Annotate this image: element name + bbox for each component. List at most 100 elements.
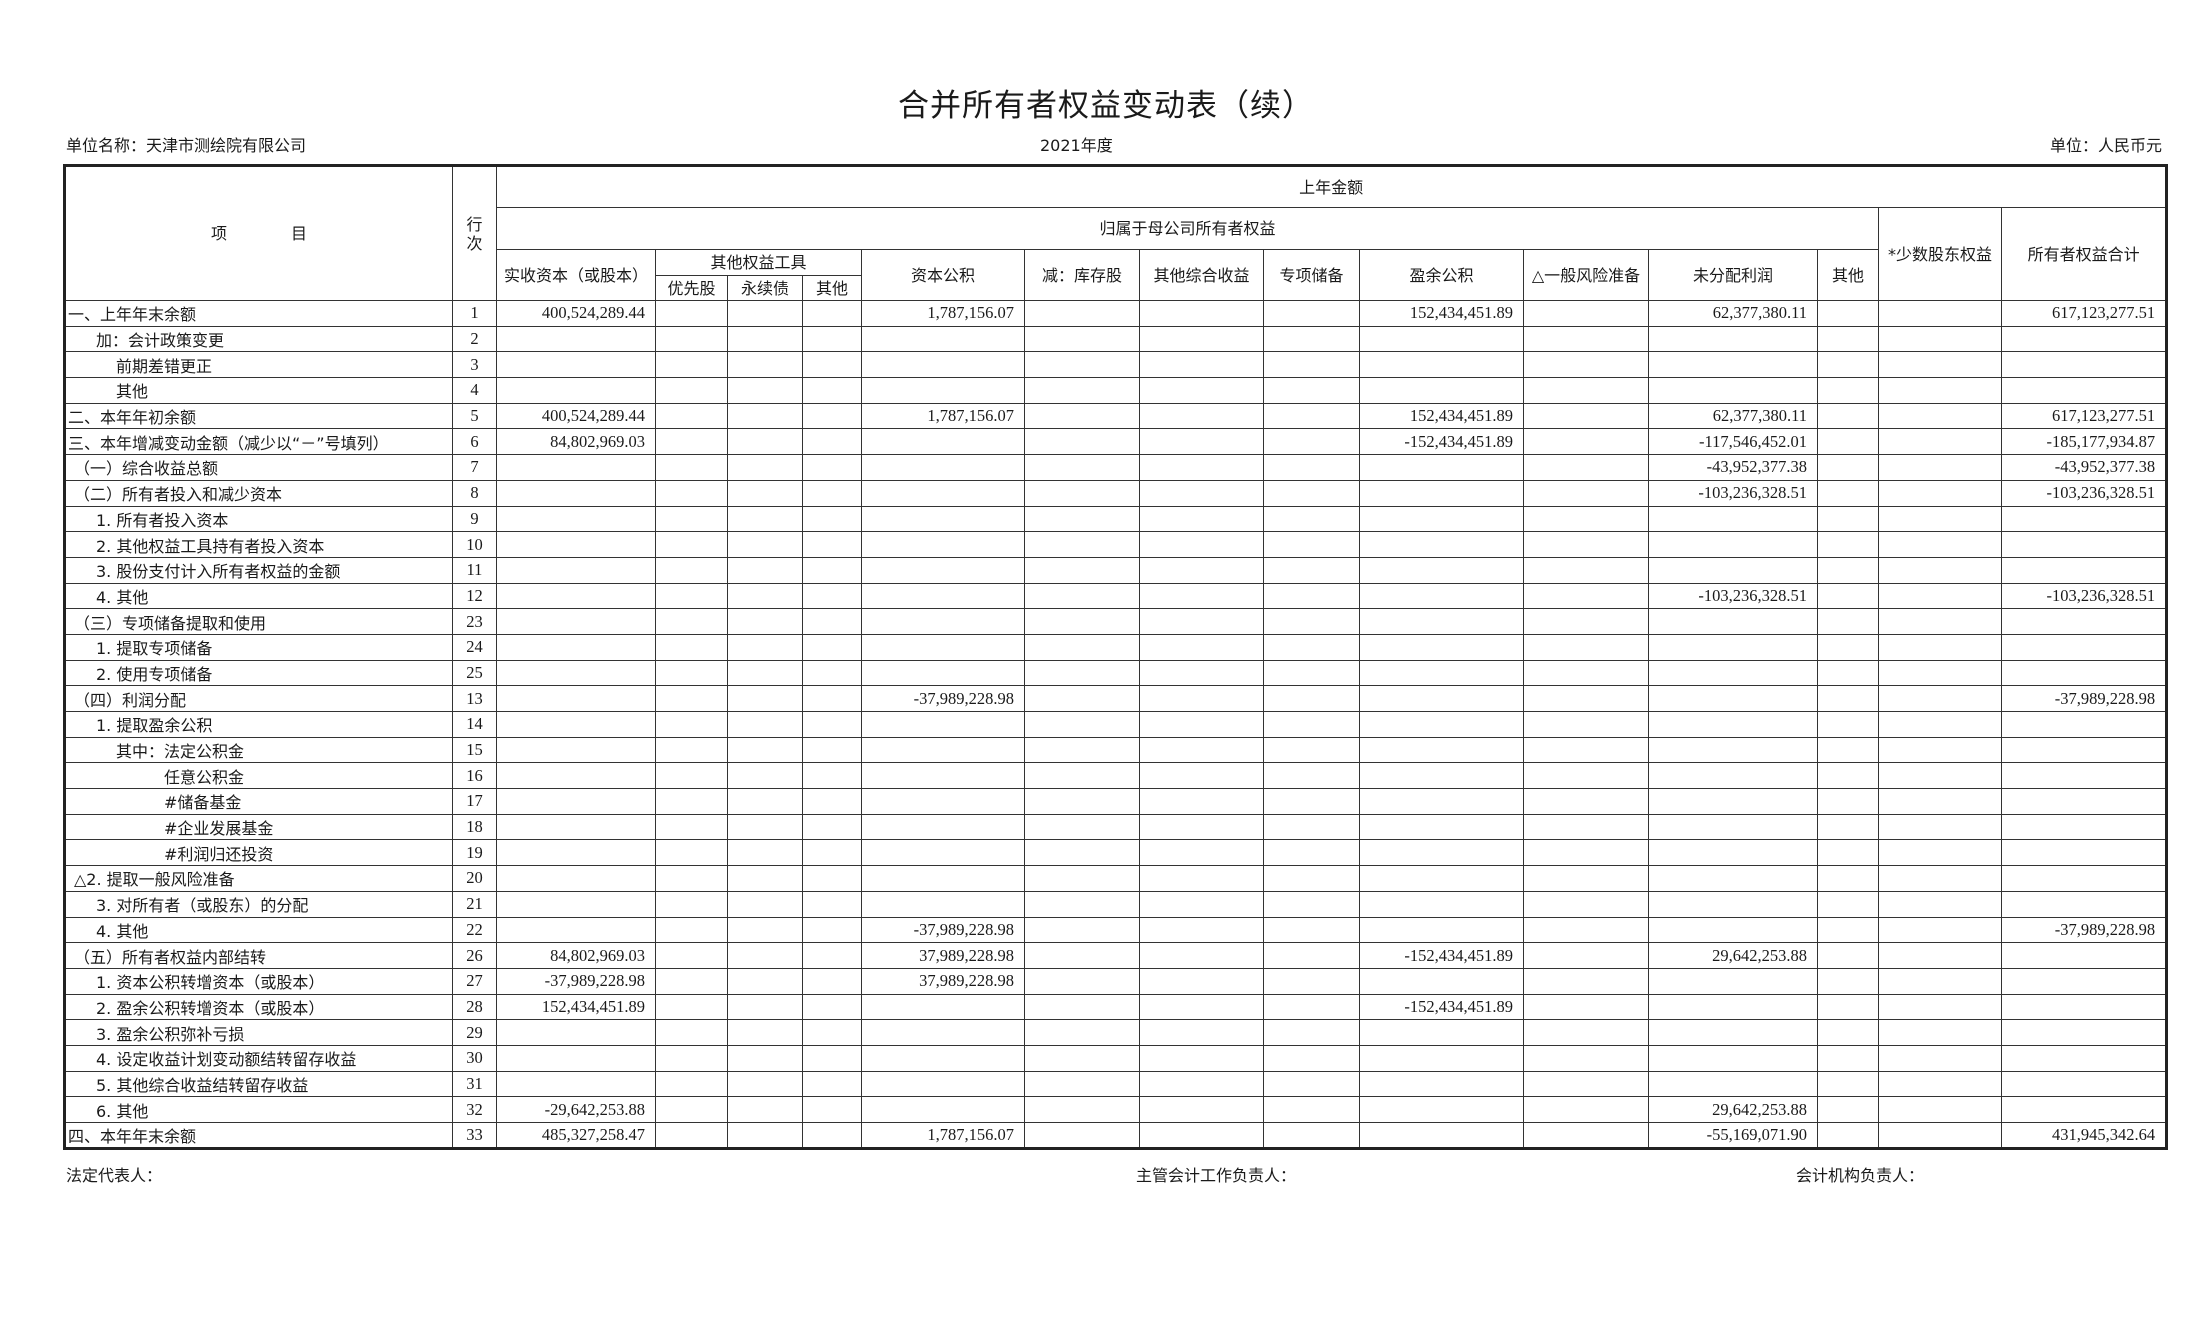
cell-capital-reserve [861,505,1025,533]
cell-capital-reserve [861,1096,1025,1123]
cell-other-inst [802,1070,862,1098]
cell-total [2000,1096,2168,1123]
row-number: 17 [452,788,497,815]
cell-special-reserve [1263,479,1360,507]
cell-perpetual [727,351,803,379]
cell-retained [1648,608,1818,635]
cell-special-reserve [1263,402,1360,430]
cell-other-inst [802,659,862,687]
cell-preferred [655,839,728,867]
row-number: 21 [452,890,497,918]
cell-capital-reserve [861,479,1025,507]
cell-surplus-reserve [1359,1044,1524,1072]
cell-minority [1878,865,2002,892]
cell-general-risk [1523,762,1649,790]
cell-capital-reserve [861,813,1025,841]
cell-surplus-reserve [1359,556,1524,584]
row-number: 10 [452,531,497,558]
header-parent-equity: 归属于母公司所有者权益 [496,207,1879,250]
cell-paid-in [496,1070,656,1098]
cell-treasury [1024,1070,1140,1098]
row-number: 20 [452,865,497,892]
cell-surplus-reserve: 152,434,451.89 [1359,300,1524,327]
cell-general-risk [1523,993,1649,1021]
cell-surplus-reserve [1359,1019,1524,1046]
cell-other [1817,993,1879,1021]
cell-treasury [1024,1019,1140,1046]
row-label: 4. 设定收益计划变动额结转留存收益 [64,1044,453,1072]
cell-oci [1139,685,1264,712]
cell-capital-reserve [861,351,1025,379]
cell-minority [1878,1096,2002,1123]
cell-special-reserve [1263,582,1360,610]
cell-special-reserve [1263,325,1360,353]
cell-minority [1878,377,2002,404]
cell-paid-in [496,505,656,533]
cell-perpetual [727,890,803,918]
cell-perpetual [727,762,803,790]
cell-special-reserve [1263,711,1360,738]
cell-special-reserve [1263,865,1360,892]
cell-general-risk [1523,711,1649,738]
cell-paid-in: 152,434,451.89 [496,993,656,1021]
cell-paid-in [496,839,656,867]
cell-surplus-reserve: -152,434,451.89 [1359,993,1524,1021]
cell-total [2000,967,2168,995]
cell-retained [1648,993,1818,1021]
cell-total: -103,236,328.51 [2000,479,2168,507]
table-row: △2. 提取一般风险准备 20 [64,865,2168,892]
cell-minority [1878,890,2002,918]
cell-other-inst [802,351,862,379]
table-row: （五）所有者权益内部结转 26 84,802,969.03 37,989,228.98… [64,942,2168,969]
cell-perpetual [727,633,803,661]
cell-paid-in [496,608,656,635]
cell-general-risk [1523,1122,1649,1149]
cell-perpetual [727,942,803,969]
cell-perpetual [727,300,803,327]
cell-special-reserve [1263,916,1360,944]
cell-oci [1139,454,1264,481]
cell-other [1817,659,1879,687]
cell-capital-reserve [861,711,1025,738]
cell-perpetual [727,428,803,456]
cell-capital-reserve [861,377,1025,404]
cell-other [1817,1070,1879,1098]
cell-general-risk [1523,325,1649,353]
cell-preferred [655,479,728,507]
cell-general-risk [1523,942,1649,969]
cell-minority [1878,967,2002,995]
cell-oci [1139,711,1264,738]
cell-oci [1139,736,1264,764]
table-row: 5. 其他综合收益结转留存收益 31 [64,1070,2168,1098]
cell-paid-in [496,685,656,712]
cell-minority [1878,942,2002,969]
cell-minority [1878,531,2002,558]
cell-surplus-reserve [1359,711,1524,738]
cell-oci [1139,1096,1264,1123]
cell-general-risk [1523,454,1649,481]
cell-other-inst [802,608,862,635]
cell-special-reserve [1263,1019,1360,1046]
row-label: 二、本年年初余额 [64,402,453,430]
cell-general-risk [1523,839,1649,867]
cell-special-reserve [1263,890,1360,918]
cell-perpetual [727,1070,803,1098]
row-number: 22 [452,916,497,944]
row-number: 7 [452,454,497,481]
cell-special-reserve [1263,531,1360,558]
cell-paid-in [496,377,656,404]
cell-perpetual [727,402,803,430]
row-label: 2. 其他权益工具持有者投入资本 [64,531,453,558]
cell-general-risk [1523,967,1649,995]
row-label: 1. 所有者投入资本 [64,505,453,533]
cell-total: -103,236,328.51 [2000,582,2168,610]
table-row: 一、上年年末余额 1 400,524,289.44 1,787,156.07 152,4… [64,300,2168,327]
cell-capital-reserve [861,839,1025,867]
cell-general-risk [1523,736,1649,764]
cell-treasury [1024,377,1140,404]
cell-preferred [655,942,728,969]
row-label: #储备基金 [64,788,453,815]
cell-treasury [1024,402,1140,430]
cell-capital-reserve [861,428,1025,456]
row-label: 1. 提取专项储备 [64,633,453,661]
